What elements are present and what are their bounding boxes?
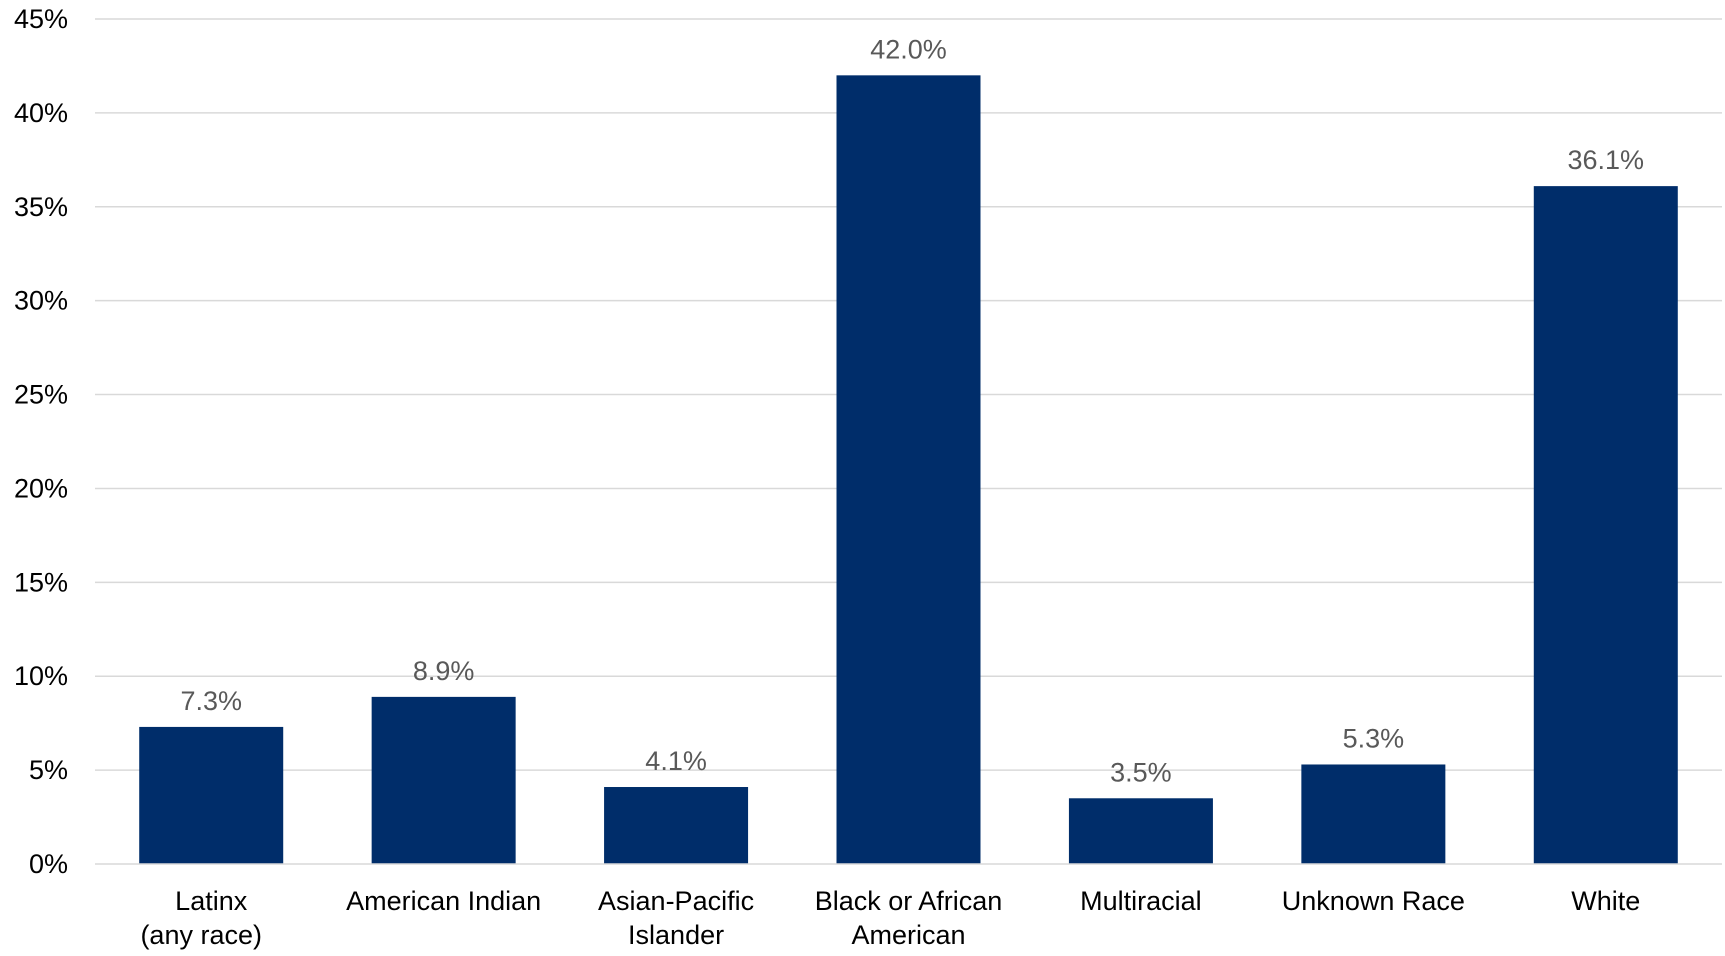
y-tick-label: 35% — [14, 192, 68, 222]
x-category-label-line: American Indian — [346, 886, 541, 916]
x-category-label-line: Asian-Pacific — [598, 886, 754, 916]
data-label: 4.1% — [645, 746, 707, 776]
x-category-label: Latinx (any race) — [140, 886, 262, 950]
x-category-label-line: Islander — [628, 920, 724, 950]
x-category-label: Unknown Race — [1282, 886, 1465, 916]
x-category-label-line: American — [851, 920, 965, 950]
x-category-label-line: Black or African — [815, 886, 1003, 916]
x-category-label: Black or African American — [815, 886, 1003, 950]
bar — [139, 726, 284, 864]
y-tick-label: 10% — [14, 661, 68, 691]
data-label: 3.5% — [1110, 757, 1172, 787]
x-category-label: Multiracial — [1080, 886, 1202, 916]
y-tick-label: 45% — [14, 4, 68, 34]
y-tick-label: 25% — [14, 380, 68, 410]
data-labels: 7.3% 8.9% 4.1% 42.0% 3.5% 5.3% 36.1% — [180, 34, 1644, 787]
x-category-label-line: Latinx — [175, 886, 248, 916]
bar — [1301, 764, 1446, 864]
y-tick-label: 0% — [29, 849, 68, 879]
bar — [836, 75, 981, 865]
x-axis-category-labels: Latinx (any race) American Indian Asian-Pac… — [140, 886, 1640, 950]
x-category-label-line: White — [1571, 886, 1640, 916]
x-category-label-line: Multiracial — [1080, 886, 1202, 916]
y-tick-label: 40% — [14, 98, 68, 128]
bar — [1533, 186, 1678, 865]
y-tick-label: 15% — [14, 567, 68, 597]
y-tick-label: 5% — [29, 755, 68, 785]
x-category-label: American Indian — [346, 886, 541, 916]
data-label: 36.1% — [1568, 145, 1645, 175]
bar — [1068, 798, 1213, 864]
bar — [371, 696, 516, 864]
bars — [139, 75, 1678, 865]
x-category-label-line: Unknown Race — [1282, 886, 1465, 916]
y-axis-tick-labels: 0% 5% 10% 15% 20% 25% 30% 35% 40% 45% — [14, 4, 68, 879]
x-category-label: Asian-Pacific Islander — [598, 886, 754, 950]
y-tick-label: 20% — [14, 473, 68, 503]
data-label: 8.9% — [413, 656, 475, 686]
data-label: 7.3% — [180, 686, 242, 716]
y-tick-label: 30% — [14, 286, 68, 316]
x-category-label-line: (any race) — [140, 920, 262, 950]
data-label: 5.3% — [1343, 723, 1405, 753]
bar — [604, 787, 749, 864]
x-category-label: White — [1571, 886, 1640, 916]
data-label: 42.0% — [870, 34, 947, 64]
